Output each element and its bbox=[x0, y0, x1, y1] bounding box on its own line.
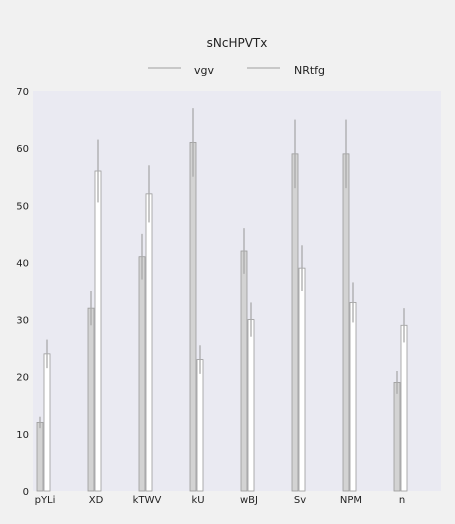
y-tick-label: 60 bbox=[16, 144, 29, 155]
x-axis: pYLi XD kTWV kU wBJ Sv NPM n bbox=[35, 495, 406, 506]
bar-vgv-NPM bbox=[342, 153, 350, 492]
x-tick-label-XD: XD bbox=[89, 495, 104, 506]
x-tick-label-kTWV: kTWV bbox=[133, 495, 162, 506]
bars bbox=[36, 108, 408, 492]
bar-NRtfg-kTWV bbox=[145, 193, 153, 492]
bar-NRtfg-NPM bbox=[349, 302, 357, 492]
bar-NRtfg-XD bbox=[94, 170, 102, 492]
bar-vgv-kU bbox=[189, 142, 197, 492]
y-axis: 0 10 20 30 40 50 60 70 bbox=[16, 87, 29, 498]
x-tick-label-pYLi: pYLi bbox=[35, 495, 56, 506]
bar-NRtfg-pYLi bbox=[43, 353, 51, 492]
x-tick-label-n: n bbox=[399, 495, 405, 506]
y-tick-label: 30 bbox=[16, 316, 29, 327]
bar-NRtfg-wBJ bbox=[247, 319, 255, 492]
y-tick-label: 20 bbox=[16, 373, 29, 384]
y-tick-label: 70 bbox=[16, 87, 29, 98]
bar-vgv-XD bbox=[87, 307, 95, 492]
bar-NRtfg-kU bbox=[196, 359, 204, 492]
bar-vgv-pYLi bbox=[36, 422, 44, 492]
y-tick-label: 0 bbox=[23, 487, 29, 498]
bar-vgv-n bbox=[393, 382, 401, 492]
bar-vgv-wBJ bbox=[240, 250, 248, 492]
x-tick-label-NPM: NPM bbox=[340, 495, 362, 506]
y-tick-label: 50 bbox=[16, 201, 29, 212]
legend-label-NRtfg: NRtfg bbox=[294, 64, 325, 77]
x-tick-label-wBJ: wBJ bbox=[240, 495, 258, 506]
bar-vgv-Sv bbox=[291, 153, 299, 492]
y-tick-label: 40 bbox=[16, 258, 29, 269]
y-tick-label: 10 bbox=[16, 430, 29, 441]
x-tick-label-kU: kU bbox=[191, 495, 204, 506]
legend: vgv NRtfg bbox=[148, 64, 325, 77]
chart-title: sNcHPVTx bbox=[207, 36, 268, 50]
bar-NRtfg-n bbox=[400, 324, 408, 492]
bar-NRtfg-Sv bbox=[298, 267, 306, 492]
bar-vgv-kTWV bbox=[138, 256, 146, 492]
x-tick-label-Sv: Sv bbox=[294, 495, 306, 506]
legend-label-vgv: vgv bbox=[194, 64, 214, 77]
